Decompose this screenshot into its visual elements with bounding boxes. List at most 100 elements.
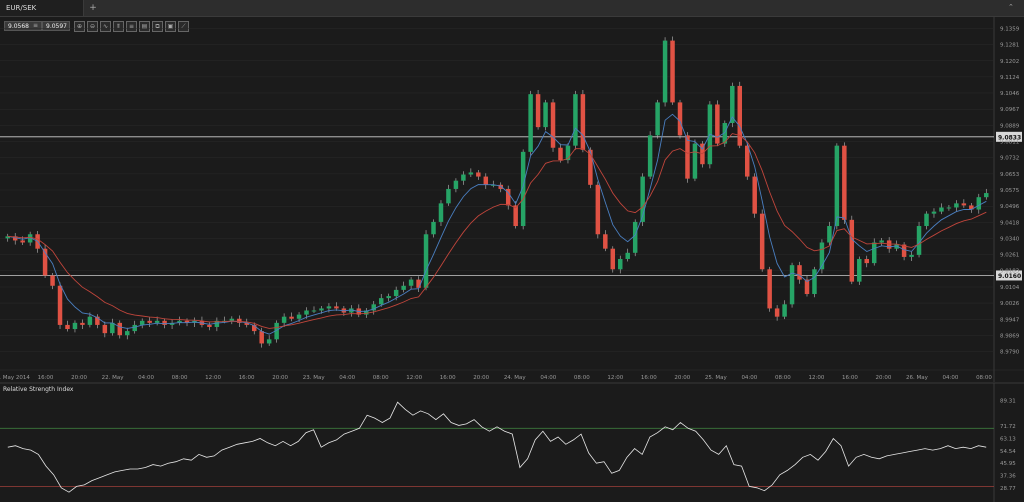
- candle-body: [491, 184, 496, 186]
- candle-body: [737, 85, 743, 146]
- time-tick-label: 12:00: [205, 375, 221, 381]
- candle-body: [378, 298, 384, 305]
- candle-body: [647, 135, 653, 177]
- price-tick-label: 9.1202: [1000, 59, 1019, 65]
- time-tick-label: 12:00: [406, 375, 422, 381]
- candle-body: [154, 320, 160, 323]
- candle-body: [505, 188, 511, 206]
- price-tick-label: 9.0340: [1000, 236, 1020, 242]
- candle-body: [610, 248, 616, 270]
- candle-body: [954, 203, 959, 208]
- indicators-icon[interactable]: ∿: [100, 21, 111, 32]
- candle-body: [901, 244, 907, 257]
- price-tick-label: 9.0811: [1000, 139, 1019, 145]
- candle-body: [132, 324, 137, 332]
- candle-body: [640, 176, 645, 222]
- template-icon[interactable]: ▤: [139, 21, 150, 32]
- candle-body: [730, 85, 735, 124]
- candle-body: [670, 40, 675, 103]
- candle-body: [789, 265, 795, 305]
- candle-body: [139, 320, 145, 325]
- menu-icon[interactable]: ≡: [33, 22, 39, 29]
- time-tick-label: 23. May: [303, 375, 326, 381]
- time-tick-label: 04:00: [943, 375, 959, 381]
- candle-body: [812, 269, 817, 295]
- rsi-tick-label: 37.36: [1000, 474, 1016, 480]
- candle-body: [393, 289, 399, 297]
- candle-body: [42, 248, 48, 276]
- rsi-tick-label: 63.13: [1000, 436, 1016, 442]
- time-tick-label: 08:00: [574, 375, 590, 381]
- candle-body: [20, 240, 25, 243]
- candle-body: [894, 244, 899, 249]
- candle-body: [573, 94, 578, 146]
- candle-body: [909, 254, 914, 257]
- candle-body: [715, 104, 720, 144]
- price-tick-label: 9.0653: [1000, 172, 1020, 178]
- price-tick-label: 9.1046: [1000, 91, 1020, 97]
- candle-body: [565, 145, 571, 161]
- candle-body: [767, 269, 772, 309]
- screenshot-icon[interactable]: ▣: [165, 21, 176, 32]
- candle-body: [662, 40, 668, 103]
- candle-body: [685, 135, 690, 179]
- candle-body: [214, 320, 220, 327]
- time-tick-label: 21 May 2014: [0, 375, 30, 381]
- candle-body: [117, 322, 123, 336]
- candle-body: [319, 308, 324, 311]
- ask-price[interactable]: 9.0597: [42, 21, 70, 31]
- candle-body: [296, 314, 302, 319]
- candle-body: [752, 176, 757, 214]
- candle-body: [744, 145, 750, 177]
- candle-body: [969, 205, 974, 210]
- time-tick-label: 20:00: [272, 375, 288, 381]
- candle-body: [446, 188, 451, 204]
- price-tick-label: 8.9869: [1000, 333, 1020, 339]
- candle-body: [110, 322, 115, 334]
- candle-body: [259, 331, 264, 344]
- candle-body: [266, 339, 272, 344]
- time-tick-label: 16:00: [239, 375, 255, 381]
- zoom-in-icon[interactable]: ⊕: [74, 21, 85, 32]
- rsi-panel: Relative Strength Index 89.31 71.72 63.13 54…: [0, 382, 1024, 502]
- lines-icon[interactable]: ≡: [126, 21, 137, 32]
- candle-body: [125, 331, 130, 336]
- candle-body: [857, 258, 862, 282]
- candle-body: [50, 275, 55, 286]
- candle-body: [237, 318, 242, 323]
- candle-body: [924, 213, 929, 227]
- bid-price[interactable]: 9.0568: [4, 21, 42, 31]
- price-tick-label: 9.0732: [1000, 156, 1019, 162]
- scroll-up-icon[interactable]: ⌃: [1008, 3, 1014, 11]
- candle-body: [558, 147, 563, 161]
- copy-icon[interactable]: ⧉: [152, 21, 163, 32]
- time-axis: 21 May 2014 16:00 20:00 22. May 04:00 08:00 12…: [0, 369, 1024, 381]
- candle-body: [199, 320, 205, 325]
- chart-type-icon[interactable]: ⫪: [113, 21, 124, 32]
- candle-body: [304, 310, 309, 315]
- candle-body: [222, 320, 227, 322]
- candle-body: [251, 324, 257, 332]
- candle-body: [543, 102, 548, 128]
- price-tick-label: 9.0967: [1000, 107, 1020, 113]
- time-tick-label: 16:00: [440, 375, 456, 381]
- candle-body: [692, 143, 698, 179]
- tab-eursek[interactable]: EUR/SEK: [0, 0, 84, 16]
- candle-body: [468, 172, 474, 175]
- candle-body: [700, 143, 705, 165]
- draw-icon[interactable]: ⟋: [178, 21, 189, 32]
- candle-body: [759, 213, 765, 270]
- candle-body: [386, 296, 391, 299]
- rsi-tick-label: 54.54: [1000, 449, 1016, 455]
- candle-body: [632, 221, 638, 253]
- candle-body: [87, 316, 93, 325]
- time-tick-label: 12:00: [808, 375, 824, 381]
- candle-body: [65, 324, 70, 330]
- candle-body: [528, 94, 533, 152]
- rsi-tick-label: 28.77: [1000, 486, 1016, 492]
- time-tick-label: 24. May: [504, 375, 527, 381]
- add-tab-button[interactable]: +: [89, 3, 97, 13]
- zoom-out-icon[interactable]: ⊖: [87, 21, 98, 32]
- time-tick-label: 08:00: [775, 375, 791, 381]
